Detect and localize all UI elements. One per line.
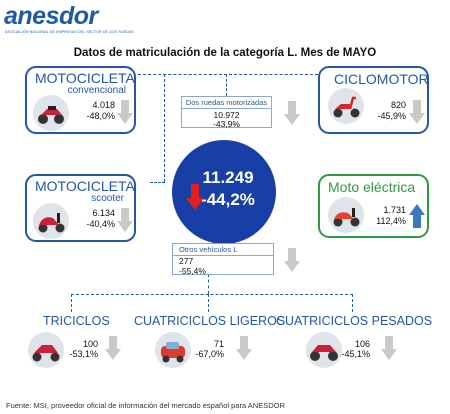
units-value: 1.731 [383,205,406,215]
connector-bottom-up [208,274,209,294]
change-value: -55,4% [179,266,206,276]
card-ciclomotor: CICLOMOTOR 820 -45,9% [318,66,429,134]
motorcycle-icon [33,95,69,131]
connector-triciclos [71,294,72,312]
scooter-icon [33,203,69,239]
units-value: 820 [390,100,406,110]
down-arrow-icon [117,100,133,124]
connector-top [138,74,318,75]
logo-tagline: ASOCIACIÓN NACIONAL DE EMPRESAS DEL SECT… [5,30,134,34]
total-circle: 11.249 -44,2% [172,140,276,244]
card-title: MOTOCICLETA [35,178,135,194]
units-value: 10.972 [213,110,240,120]
down-arrow-icon [381,336,397,360]
anesdor-logo: anesdor [4,2,98,30]
down-arrow-icon [284,248,300,272]
connector-top-down [226,74,227,96]
change-value: -45,9% [377,111,406,121]
card-subtitle: convencional [67,85,126,96]
down-arrow-icon [105,336,121,360]
down-arrow-red-icon [186,184,204,210]
total-units: 11.249 [202,168,254,187]
tricycle-icon [28,332,64,368]
card-moto-electrica: Moto eléctrica 1.731 112,4% [318,174,429,238]
change-value: -48,0% [86,111,115,121]
units-value: 277 [179,256,194,266]
change-value: -43,9% [213,119,240,129]
card-title: MOTOCICLETA [35,70,135,86]
cuatriciclos-ligeros-change: -67,0% [195,349,224,359]
card-title: CICLOMOTOR [334,71,429,87]
connector-cuat-lig [208,294,209,312]
box-label: Otros vehículos L [173,245,273,256]
card-subtitle: scooter [91,193,124,204]
triciclos-title: TRICICLOS [43,314,110,328]
total-change: -44,2% [201,190,255,209]
cuatriciclos-pesados-units: 106 [354,339,370,349]
connector-cuat-pes [352,294,353,312]
connector-scooter [150,182,165,183]
page-title: Datos de matriculación de la categoría L… [73,47,377,59]
down-arrow-icon [236,336,252,360]
cuatriciclos-ligeros-title: CUATRICICLOS LIGEROS [134,314,286,328]
up-arrow-icon [409,204,425,228]
source-footer: Fuente: MSI, proveedor oficial de inform… [6,401,285,410]
cuatriciclos-pesados-change: -45,1% [341,349,370,359]
cuatriciclos-pesados-title: CUATRICICLOS PESADOS [276,314,433,328]
electric-scooter-icon [328,197,364,233]
down-arrow-icon [117,208,133,232]
down-arrow-icon [409,100,425,124]
moped-icon [328,88,364,124]
change-value: -40,4% [86,219,115,229]
connector-scooter-up [164,74,165,182]
box-label: Dos ruedas motorizadas [182,98,271,109]
triciclos-change: -53,1% [69,349,98,359]
units-value: 6.134 [92,208,115,218]
dos-ruedas-box: Dos ruedas motorizadas 10.972 -43,9% [181,96,272,129]
card-motocicleta-convencional: MOTOCICLETA convencional 4.018 -48,0% [25,66,136,134]
change-value: 112,4% [376,216,406,226]
card-title: Moto eléctrica [328,179,416,195]
down-arrow-icon [284,101,300,125]
otros-vehiculos-box: Otros vehículos L 277 -55,4% [172,243,274,276]
microcar-icon [155,332,191,368]
units-value: 4.018 [92,100,115,110]
quad-icon [306,332,342,368]
cuatriciclos-ligeros-units: 71 [213,339,224,349]
card-motocicleta-scooter: MOTOCICLETA scooter 6.134 -40,4% [25,174,136,242]
connector-bottom [71,294,353,295]
triciclos-units: 100 [82,339,98,349]
